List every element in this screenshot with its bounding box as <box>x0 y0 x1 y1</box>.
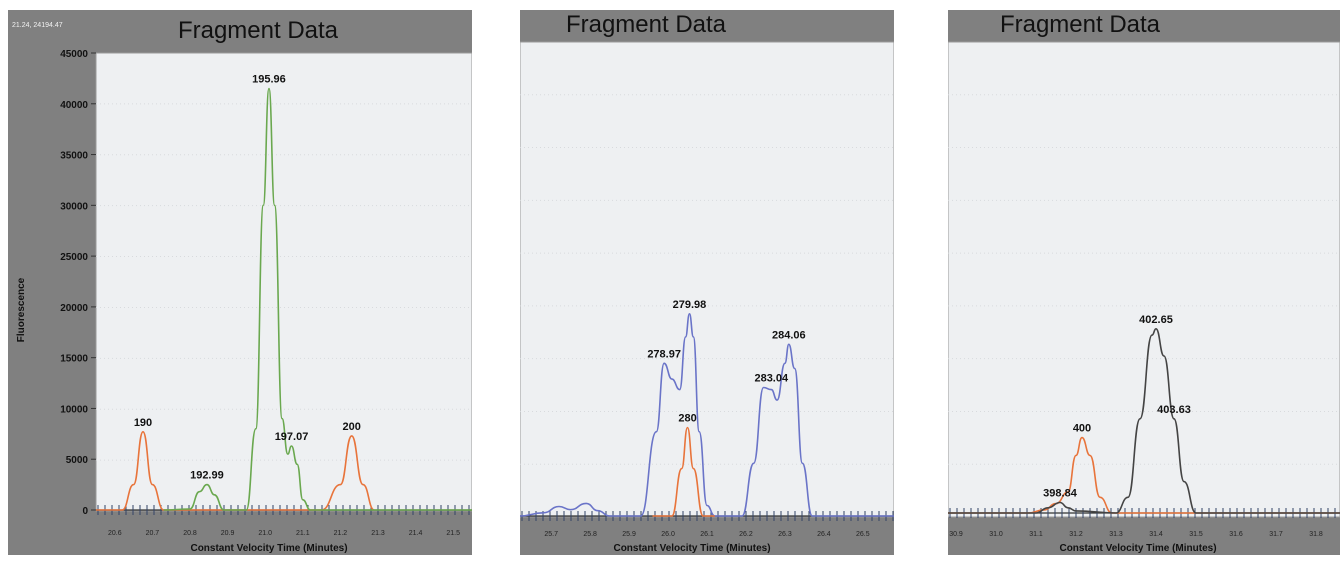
x-tick-label: 20.9 <box>221 530 235 537</box>
peak-labels-3: 400 398.84 402.65 403.63 <box>1043 314 1191 500</box>
chart-3-svg: Fragment Data Constant Velocity Time (Mi… <box>948 11 1340 554</box>
x-tick-label: 31.8 <box>1309 531 1323 538</box>
x-tick-label: 26.3 <box>778 531 792 538</box>
series-group-3 <box>948 327 1340 514</box>
peak-label: 279.98 <box>673 299 707 311</box>
x-tick-label: 31.7 <box>1269 531 1283 538</box>
peak-label: 190 <box>134 417 152 429</box>
x-tick-label: 25.8 <box>583 531 597 538</box>
axis-frame-3 <box>948 41 1340 518</box>
peak-label: 400 <box>1073 423 1091 435</box>
peak-label: 195.96 <box>252 74 286 86</box>
x-axis-title: Constant Velocity Time (Minutes) <box>1059 543 1216 554</box>
chart-3-title: Fragment Data <box>1000 11 1161 38</box>
x-tick-label: 31.3 <box>1109 531 1123 538</box>
plot-area-3 <box>948 42 1340 517</box>
grid-3 <box>948 94 1340 465</box>
y-tick-label: 5000 <box>66 455 89 466</box>
x-tick-label: 26.4 <box>817 531 831 538</box>
series-group-1 <box>95 87 472 511</box>
series-line <box>95 430 375 511</box>
chart-2-svg: Fragment Data Constant Velocity Time (Mi… <box>520 11 894 554</box>
x-tick-label: 31.0 <box>989 531 1003 538</box>
x-tick-label: 20.8 <box>183 530 197 537</box>
x-tick-label: 21.2 <box>334 530 348 537</box>
x-tick-label: 21.3 <box>371 530 385 537</box>
peak-label: 280 <box>678 413 696 425</box>
series-line <box>163 87 472 511</box>
y-tick-label: 0 <box>82 506 88 517</box>
chart-2-title: Fragment Data <box>566 11 727 38</box>
series-line <box>652 426 715 517</box>
y-tick-label: 30000 <box>60 201 88 212</box>
y-tick-label: 45000 <box>60 49 88 60</box>
series-group-2 <box>520 312 894 517</box>
x-tick-label: 21.5 <box>446 530 460 537</box>
peak-label: 200 <box>343 421 361 433</box>
peak-label: 284.06 <box>772 329 806 341</box>
peak-label: 197.07 <box>275 431 309 443</box>
x-ticks-2: 25.7 25.8 25.9 26.0 26.1 26.2 26.3 26.4 26.5 <box>520 511 894 538</box>
x-tick-label: 25.7 <box>544 531 558 538</box>
x-tick-label: 21.1 <box>296 530 310 537</box>
coordinate-readout: 21.24, 24194.47 <box>12 22 63 29</box>
y-tick-label: 20000 <box>60 303 88 314</box>
peak-label: 283.04 <box>754 372 789 384</box>
chart-panel-2: Fragment Data Constant Velocity Time (Mi… <box>520 10 894 555</box>
x-tick-label: 26.0 <box>661 531 675 538</box>
chart-1-title: Fragment Data <box>178 17 339 44</box>
x-tick-label: 31.5 <box>1189 531 1203 538</box>
x-tick-label: 30.9 <box>949 531 963 538</box>
peak-label: 398.84 <box>1043 488 1078 500</box>
peak-label: 192.99 <box>190 470 224 482</box>
chart-panel-3: Fragment Data Constant Velocity Time (Mi… <box>948 10 1340 555</box>
chart-panel-1: 21.24, 24194.47 Fragment Data Fluorescen… <box>8 10 472 555</box>
y-tick-label: 35000 <box>60 151 88 162</box>
x-tick-label: 26.2 <box>739 531 753 538</box>
x-tick-label: 21.4 <box>409 530 423 537</box>
y-tick-label: 40000 <box>60 100 88 111</box>
x-axis-title: Constant Velocity Time (Minutes) <box>613 543 770 554</box>
y-ticks-1: 0 5000 10000 15000 20000 25000 30000 35000 40000… <box>60 49 96 517</box>
x-tick-label: 25.9 <box>622 531 636 538</box>
axis-frame-1 <box>95 52 472 512</box>
plot-area-2 <box>520 42 894 517</box>
x-tick-label: 26.5 <box>856 531 870 538</box>
x-tick-label: 31.4 <box>1149 531 1163 538</box>
x-tick-label: 21.0 <box>258 530 272 537</box>
x-tick-label: 26.1 <box>700 531 714 538</box>
x-tick-label: 31.2 <box>1069 531 1083 538</box>
axis-frame-2 <box>520 41 894 518</box>
y-tick-label: 10000 <box>60 404 88 415</box>
x-tick-label: 31.1 <box>1029 531 1043 538</box>
peak-label: 278.97 <box>647 348 681 360</box>
peak-labels-2: 278.97 279.98 280 283.04 284.06 <box>647 299 805 425</box>
peak-label: 403.63 <box>1157 404 1191 416</box>
chart-1-svg: 21.24, 24194.47 Fragment Data Fluorescen… <box>12 17 472 554</box>
x-axis-title: Constant Velocity Time (Minutes) <box>190 543 347 554</box>
x-tick-label: 31.6 <box>1229 531 1243 538</box>
grid-1 <box>96 103 472 461</box>
series-line <box>520 312 894 517</box>
series-line <box>948 327 1340 514</box>
peak-label: 402.65 <box>1139 314 1173 326</box>
y-axis-title: Fluorescence <box>16 277 27 342</box>
x-tick-label: 20.6 <box>108 530 122 537</box>
peak-labels-1: 190 192.99 195.96 197.07 200 <box>134 74 361 482</box>
y-tick-label: 15000 <box>60 354 88 365</box>
y-tick-label: 25000 <box>60 252 88 263</box>
x-tick-label: 20.7 <box>146 530 160 537</box>
